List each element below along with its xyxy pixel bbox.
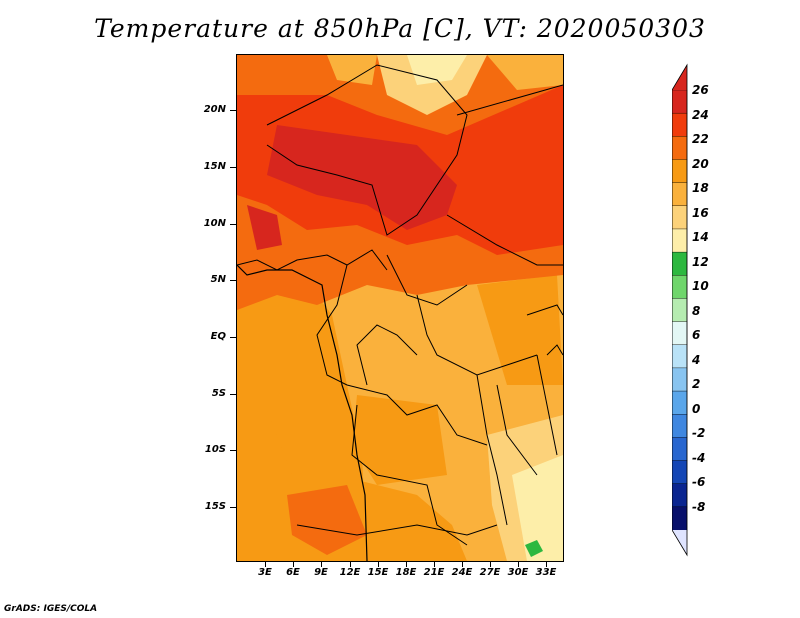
lon-label-33e: 33E	[535, 567, 557, 578]
colorbar-label: 26	[692, 83, 709, 97]
colorbar-swatch	[672, 390, 688, 415]
colorbar-label: 4	[692, 352, 701, 367]
colorbar-swatch	[672, 483, 688, 508]
colorbar-swatch	[672, 228, 688, 253]
region-south-22-24	[287, 485, 367, 555]
colorbar-swatch	[672, 275, 688, 299]
region-26-plus	[267, 125, 457, 230]
lon-label-3e: 3E	[258, 567, 272, 578]
colorbar-swatch	[672, 251, 688, 276]
lon-tick	[321, 562, 322, 567]
colorbar-swatches	[672, 89, 688, 531]
colorbar-swatch	[672, 159, 688, 184]
lon-tick	[462, 562, 463, 567]
region-angola-20-22	[352, 395, 447, 485]
lat-label-5n: 5N	[210, 274, 226, 285]
country-borders	[237, 64, 563, 546]
lat-tick	[230, 110, 236, 111]
region-east-14-16	[512, 455, 563, 561]
lon-tick	[406, 562, 407, 567]
lon-tick	[350, 562, 351, 567]
colorbar-swatch	[672, 182, 688, 207]
lat-tick	[230, 507, 236, 508]
colorbar-label: -2	[692, 426, 706, 441]
lon-tick	[434, 562, 435, 567]
lon-label-24e: 24E	[451, 567, 473, 578]
region-north-14-16	[407, 55, 467, 85]
region-east-20-22	[477, 275, 563, 385]
lon-tick	[378, 562, 379, 567]
lon-label-21e: 21E	[423, 567, 445, 578]
temperature-map	[236, 54, 564, 562]
lat-tick	[230, 280, 236, 281]
lat-label-eq: EQ	[210, 331, 226, 342]
region-north-16-18	[377, 55, 487, 115]
lat-label-5s: 5S	[211, 388, 226, 399]
lat-label-15n: 15N	[203, 161, 226, 172]
colorbar-swatch	[672, 437, 688, 462]
region-ne-18-20	[487, 55, 563, 90]
colorbar-swatch	[672, 205, 688, 230]
lon-tick	[518, 562, 519, 567]
lon-tick	[546, 562, 547, 567]
temperature-field	[237, 55, 563, 561]
colorbar-swatch	[672, 344, 688, 369]
colorbar-swatch	[672, 112, 688, 137]
lon-label-12e: 12E	[339, 567, 361, 578]
lon-label-9e: 9E	[314, 567, 328, 578]
lon-label-6e: 6E	[286, 567, 300, 578]
colorbar-swatch	[672, 89, 688, 114]
colorbar-label: 8	[692, 303, 701, 318]
credit-text: GrADS: IGES/COLA	[4, 604, 98, 614]
colorbar-label: 14	[692, 230, 709, 245]
lon-label-30e: 30E	[507, 567, 529, 578]
colorbar-label: 10	[692, 279, 709, 294]
coastline	[237, 264, 368, 561]
colorbar-swatch	[672, 414, 688, 438]
map-title: Temperature at 850hPa [C], VT: 202005030…	[94, 14, 706, 43]
colorbar-label: 20	[692, 156, 709, 171]
lon-label-27e: 27E	[479, 567, 501, 578]
region-west-26-plus	[247, 205, 282, 250]
colorbar-swatch	[672, 298, 688, 323]
colorbar-label: 0	[692, 401, 701, 416]
colorbar-label: 24	[692, 107, 709, 122]
colorbar-label: 2	[692, 377, 701, 392]
colorbar-label: -6	[692, 475, 706, 490]
lon-label-18e: 18E	[395, 567, 417, 578]
colorbar-outline	[672, 63, 688, 557]
region-north-18-20	[327, 55, 377, 85]
colorbar-label: 12	[692, 254, 709, 269]
colorbar-swatch	[672, 321, 688, 346]
lat-tick	[230, 394, 236, 395]
colorbar-swatch	[672, 460, 688, 485]
lon-tick	[293, 562, 294, 567]
colorbar	[672, 63, 688, 557]
region-highland-12-14	[525, 540, 543, 557]
colorbar-swatch	[672, 506, 688, 531]
colorbar-label: 6	[692, 328, 701, 343]
lat-tick	[230, 224, 236, 225]
lat-label-15s: 15S	[204, 501, 226, 512]
colorbar-label: 18	[692, 181, 709, 196]
lat-tick	[230, 450, 236, 451]
lat-tick	[230, 167, 236, 168]
colorbar-label: 22	[692, 132, 709, 147]
colorbar-swatch	[672, 136, 688, 160]
colorbar-label: 16	[692, 205, 709, 220]
colorbar-label: -8	[692, 499, 706, 514]
lat-label-10n: 10N	[203, 218, 226, 229]
lon-tick	[490, 562, 491, 567]
lon-label-15e: 15E	[367, 567, 389, 578]
lat-tick	[230, 337, 236, 338]
colorbar-label: -4	[692, 450, 706, 465]
lat-label-20n: 20N	[203, 104, 226, 115]
colorbar-swatch	[672, 367, 688, 392]
lat-label-10s: 10S	[204, 444, 226, 455]
lon-tick	[265, 562, 266, 567]
